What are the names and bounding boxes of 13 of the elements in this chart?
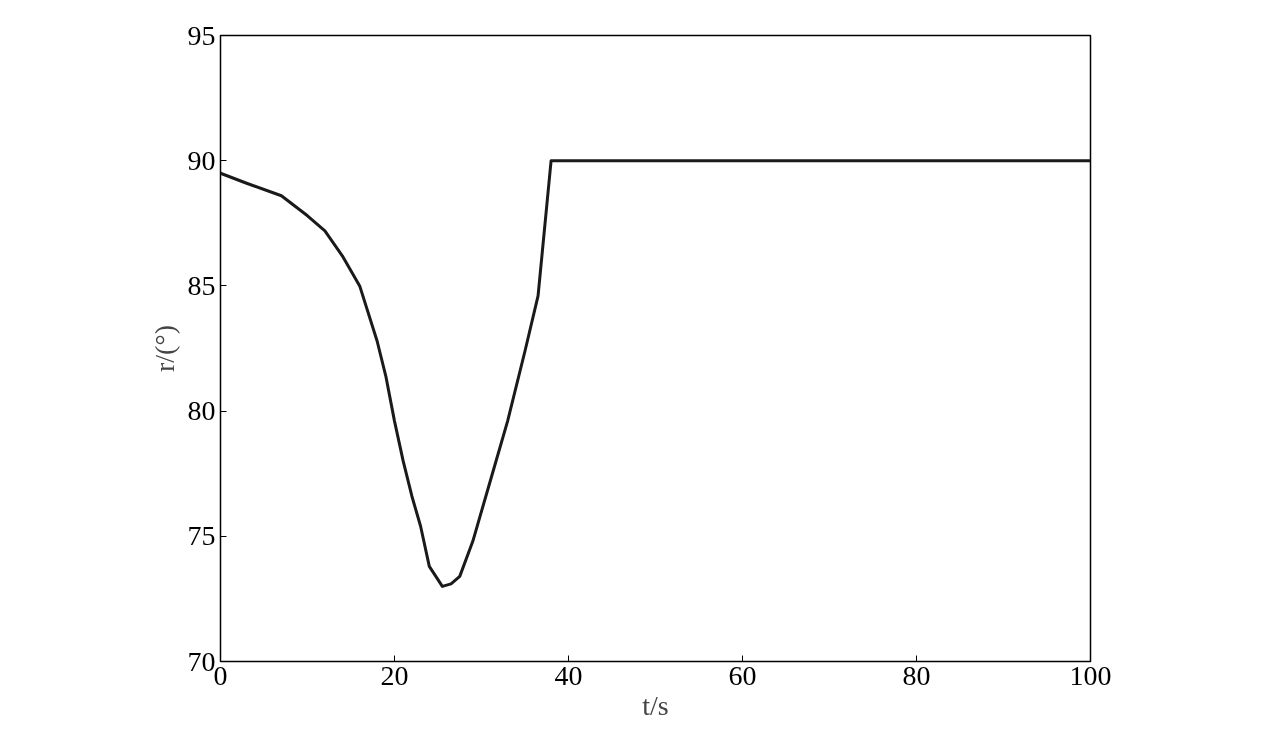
x-axis-title: t/s — [642, 689, 669, 721]
y-tick-label: 90 — [187, 144, 216, 176]
y-tick-label: 80 — [187, 395, 216, 427]
y-tick-label: 85 — [187, 269, 216, 301]
y-tick-label: 95 — [187, 19, 216, 51]
x-tick-label: 40 — [554, 659, 583, 691]
line-series — [220, 159, 1091, 588]
y-axis-title: r/(°) — [148, 325, 180, 372]
x-tick-label: 80 — [902, 659, 931, 691]
y-tick-label: 75 — [187, 520, 216, 552]
x-tick-label: 60 — [728, 659, 757, 691]
x-tick-label: 100 — [1069, 659, 1112, 691]
x-tick-label: 20 — [380, 659, 409, 691]
